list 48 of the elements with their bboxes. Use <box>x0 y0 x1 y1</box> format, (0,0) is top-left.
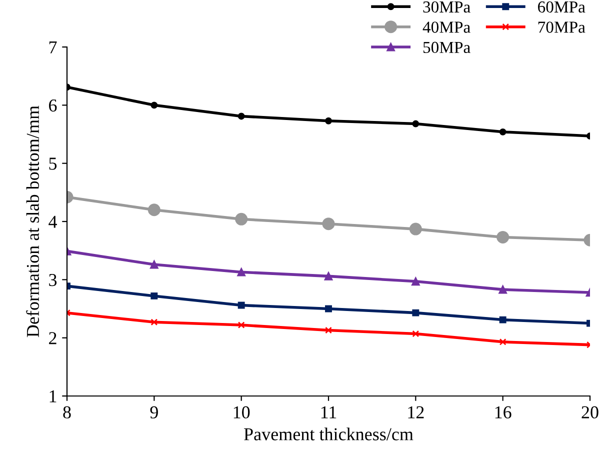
point <box>324 272 333 280</box>
point <box>238 302 245 309</box>
y-tick-label: 1 <box>50 390 56 402</box>
point <box>325 326 332 334</box>
x-tick-label: 10 <box>234 406 250 418</box>
x-tick-label: 20 <box>582 406 598 418</box>
point <box>412 330 420 338</box>
point <box>499 338 506 346</box>
legend-label: 40MPa <box>422 22 470 33</box>
point <box>150 292 158 300</box>
point <box>150 318 158 326</box>
point <box>409 222 422 236</box>
point <box>412 309 420 316</box>
y-axis-title: Deformation at slab bottom/mm <box>26 106 40 338</box>
legend-label: 70MPa <box>538 22 586 33</box>
point <box>235 212 248 226</box>
point <box>499 316 506 324</box>
legend-label: 50MPa <box>423 42 470 54</box>
legend-label: 30MPa <box>423 1 470 13</box>
y-tick-label: 4 <box>48 216 57 228</box>
point <box>238 322 245 329</box>
x-tick-label: 8 <box>63 406 71 418</box>
point <box>325 305 332 312</box>
point <box>412 277 420 286</box>
point <box>499 128 506 136</box>
y-tick-label: 6 <box>49 99 57 112</box>
point <box>498 285 507 294</box>
line-series <box>67 84 590 140</box>
point <box>237 268 246 276</box>
point <box>238 112 245 120</box>
x-tick-label: 16 <box>495 406 512 418</box>
point <box>325 117 332 124</box>
x-axis-title: Pavement thickness/cm <box>244 428 414 440</box>
point <box>148 204 160 216</box>
y-tick-label: 3 <box>49 274 57 286</box>
point <box>150 102 158 109</box>
x-tick-label: 9 <box>150 406 158 418</box>
y-tick-label: 7 <box>49 41 57 54</box>
y-tick-label: 5 <box>49 158 57 170</box>
legend-label: 60MPa <box>538 1 586 13</box>
x-tick-label: 11 <box>321 406 336 418</box>
x-tick-label: 12 <box>408 406 424 418</box>
point <box>322 218 335 230</box>
point <box>150 260 158 269</box>
point <box>412 120 420 128</box>
line-series <box>67 309 590 348</box>
y-tick-label: 2 <box>49 332 56 344</box>
point <box>496 230 510 244</box>
